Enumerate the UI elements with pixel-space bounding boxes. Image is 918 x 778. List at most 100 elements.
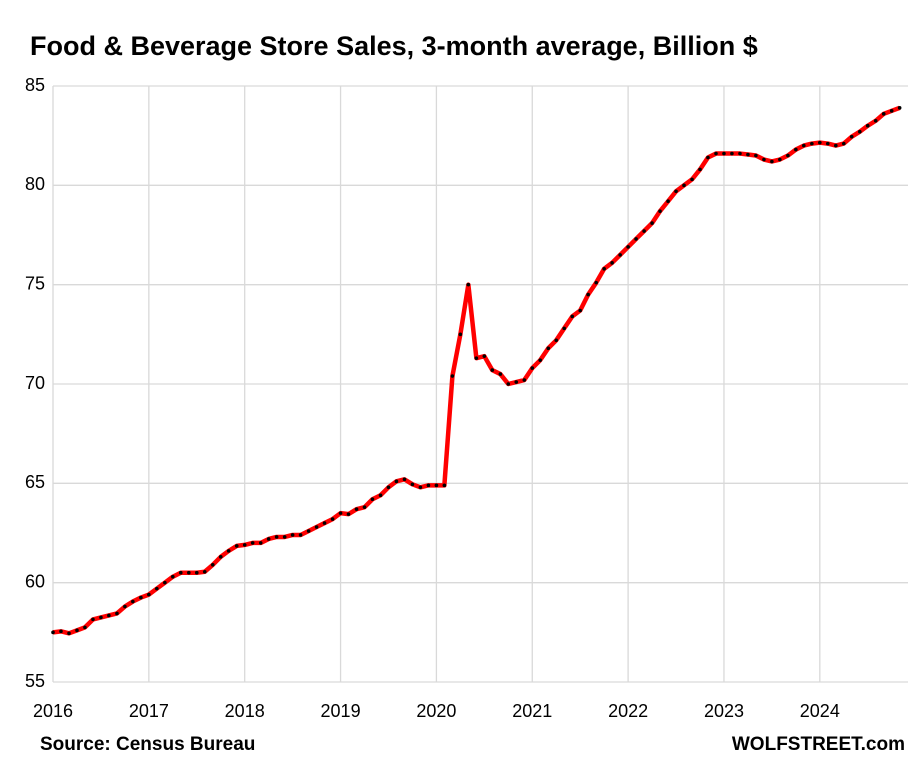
x-tick-label: 2023 [704, 701, 744, 721]
x-tick-label: 2017 [129, 701, 169, 721]
data-point [378, 493, 383, 498]
data-point [778, 157, 782, 162]
data-point [841, 141, 846, 146]
data-point [889, 109, 894, 113]
data-point [578, 308, 582, 313]
data-point [258, 541, 263, 545]
data-point [434, 483, 439, 488]
data-point [178, 570, 183, 575]
x-tick-label: 2018 [225, 701, 265, 721]
data-point [410, 482, 415, 487]
data-point [474, 356, 479, 360]
data-point [218, 555, 223, 559]
data-point [107, 613, 111, 618]
data-point [706, 155, 710, 160]
data-point [163, 580, 167, 585]
data-point [746, 152, 750, 157]
data-point [306, 529, 311, 533]
x-tick-label: 2019 [321, 701, 361, 721]
data-point [722, 151, 726, 156]
data-point [873, 118, 878, 123]
data-point [857, 129, 862, 134]
data-point [202, 569, 207, 574]
data-point [738, 151, 742, 156]
data-point [754, 153, 758, 158]
source: Source: Census Bureau [40, 734, 255, 755]
data-point [99, 615, 103, 620]
data-point [626, 245, 630, 249]
data-point [610, 261, 614, 265]
data-point [554, 338, 559, 343]
data-point [849, 134, 854, 139]
data-point [290, 533, 295, 537]
data-point [865, 123, 870, 128]
data-point [123, 604, 127, 609]
data-point [242, 543, 247, 547]
data-point [346, 512, 351, 516]
x-tick-label: 2016 [33, 701, 73, 721]
chart-title: Food & Beverage Store Sales, 3-month ave… [30, 31, 758, 61]
data-point [226, 549, 231, 553]
data-point [674, 189, 678, 194]
data-point [690, 177, 694, 182]
data-point [834, 143, 838, 148]
series-line [52, 105, 901, 636]
data-point [794, 147, 798, 152]
data-point [698, 167, 702, 172]
y-tick-label: 60 [25, 571, 45, 591]
data-point [634, 237, 638, 241]
data-point [298, 533, 303, 537]
data-point [514, 380, 519, 384]
x-tick-label: 2024 [800, 701, 840, 721]
data-point [482, 354, 487, 358]
data-point [594, 280, 598, 285]
data-point [131, 599, 135, 604]
data-point [51, 630, 55, 635]
data-point [147, 592, 151, 597]
data-point [642, 229, 646, 233]
data-point [650, 221, 654, 225]
data-point [426, 483, 431, 488]
x-tick-label: 2021 [512, 701, 552, 721]
data-point [802, 143, 806, 148]
data-point [897, 106, 902, 110]
data-point [250, 541, 255, 545]
data-point [274, 535, 279, 539]
y-tick-label: 70 [25, 373, 45, 393]
y-tick-label: 85 [25, 75, 45, 95]
data-point [666, 199, 670, 204]
data-point [602, 266, 606, 271]
data-point [91, 617, 95, 622]
y-tick-label: 80 [25, 174, 45, 194]
data-point [210, 562, 215, 567]
data-point [770, 159, 774, 164]
data-point [362, 505, 367, 509]
data-point [394, 479, 399, 484]
data-point [338, 511, 343, 515]
data-point [881, 112, 886, 116]
data-point [530, 366, 535, 370]
data-point [818, 140, 822, 145]
data-point [282, 535, 287, 539]
data-point [562, 326, 566, 331]
data-point [498, 372, 503, 376]
data-point [402, 477, 407, 482]
data-point [682, 183, 686, 188]
data-point [418, 485, 423, 490]
credit: WOLFSTREET.com [732, 734, 905, 755]
data-point [330, 517, 335, 521]
data-point [538, 358, 543, 362]
data-point [786, 153, 790, 158]
data-point [490, 368, 495, 372]
data-point [171, 574, 175, 579]
data-point [506, 382, 511, 386]
data-point [194, 570, 199, 575]
x-tick-label: 2022 [608, 701, 648, 721]
y-tick-label: 65 [25, 472, 45, 492]
data-point [466, 282, 471, 287]
data-point [187, 570, 191, 575]
data-point [67, 631, 71, 636]
y-tick-label: 75 [25, 273, 45, 293]
data-point [450, 374, 455, 378]
